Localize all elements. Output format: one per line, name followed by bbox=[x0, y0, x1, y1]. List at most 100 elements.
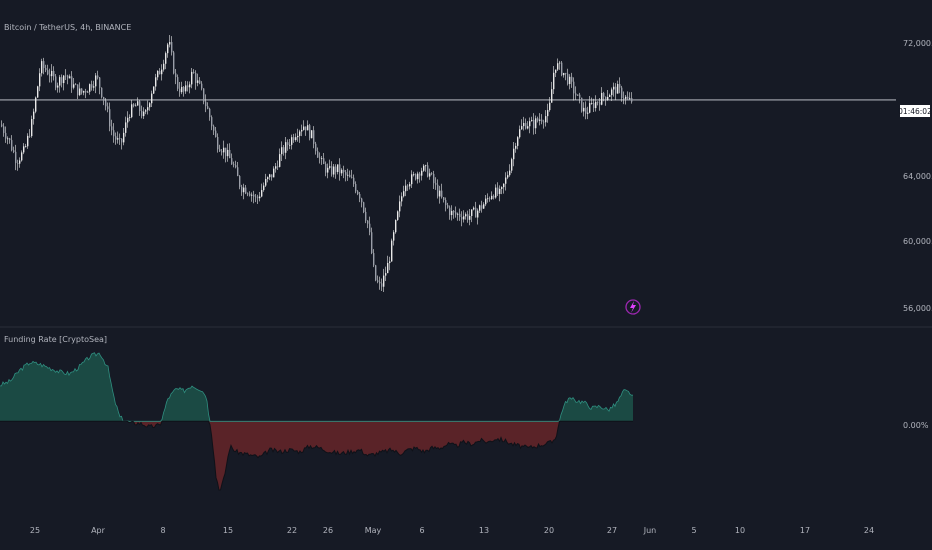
candle-body bbox=[261, 190, 263, 197]
candle-body bbox=[217, 136, 219, 150]
candle-body bbox=[23, 146, 25, 153]
candle-body bbox=[201, 83, 203, 89]
candle-body bbox=[51, 70, 53, 77]
candle-body bbox=[465, 214, 467, 217]
candle-body bbox=[567, 73, 569, 85]
candle-body bbox=[281, 147, 283, 155]
candle-body bbox=[135, 105, 137, 107]
time-label: 6 bbox=[419, 526, 424, 535]
candle-body bbox=[573, 81, 575, 94]
candle-body bbox=[359, 193, 361, 199]
candle-body bbox=[105, 100, 107, 107]
candle-body bbox=[233, 164, 235, 166]
candle-body bbox=[453, 210, 455, 213]
candle-body bbox=[83, 91, 85, 93]
candle-body bbox=[15, 151, 17, 164]
price-label-72000: 72,000.00 bbox=[903, 39, 932, 48]
candle-body bbox=[581, 97, 583, 112]
candle-body bbox=[249, 193, 251, 196]
candle-body bbox=[429, 173, 431, 177]
candle-body bbox=[253, 194, 255, 197]
candle-body bbox=[3, 126, 5, 133]
candle-body bbox=[503, 183, 505, 188]
price-axis[interactable]: 72,000.00 64,000.00 60,000.00 56,000.00 … bbox=[898, 39, 932, 313]
candle-body bbox=[171, 42, 173, 53]
candle-body bbox=[611, 89, 613, 96]
candle-body bbox=[617, 84, 619, 94]
price-label-60000: 60,000.00 bbox=[903, 237, 932, 246]
candle-body bbox=[33, 111, 35, 120]
candle-body bbox=[81, 88, 83, 93]
candle-body bbox=[527, 126, 529, 129]
candle-body bbox=[137, 101, 139, 106]
candle-body bbox=[37, 86, 39, 98]
candle-body bbox=[27, 135, 29, 147]
candle-body bbox=[85, 91, 87, 93]
candle-body bbox=[325, 163, 327, 173]
candle-body bbox=[129, 117, 131, 118]
candle-body bbox=[271, 174, 273, 178]
candle-body bbox=[73, 84, 75, 88]
event-marker-ring bbox=[625, 299, 641, 315]
candle-body bbox=[481, 205, 483, 209]
candle-body bbox=[39, 73, 41, 87]
candle-body bbox=[115, 136, 117, 140]
price-label-56000: 56,000.00 bbox=[903, 304, 932, 313]
candle-body bbox=[585, 107, 587, 114]
candle-body bbox=[369, 223, 371, 233]
time-axis[interactable]: 25 Apr 8 15 22 26 May 6 13 20 27 Jun 5 1… bbox=[30, 526, 874, 535]
candle-body bbox=[289, 144, 291, 146]
candle-body bbox=[79, 88, 81, 96]
candle-body bbox=[211, 117, 213, 127]
candle-body bbox=[295, 137, 297, 141]
candle-body bbox=[153, 86, 155, 94]
candle-body bbox=[69, 76, 71, 79]
candle-body bbox=[89, 84, 91, 92]
candle-body bbox=[143, 111, 145, 117]
time-label: 10 bbox=[735, 526, 745, 535]
candle-body bbox=[505, 177, 507, 184]
candle-body bbox=[231, 158, 233, 165]
candle-body bbox=[629, 98, 631, 99]
candle-body bbox=[145, 110, 147, 112]
candle-body bbox=[433, 173, 435, 184]
candle-body bbox=[441, 190, 443, 198]
candle-body bbox=[401, 196, 403, 202]
candle-body bbox=[389, 261, 391, 264]
candle-body bbox=[373, 253, 375, 266]
price-pane[interactable] bbox=[0, 35, 896, 315]
candle-body bbox=[449, 207, 451, 216]
candle-body bbox=[365, 211, 367, 221]
candle-body bbox=[557, 63, 559, 70]
event-marker[interactable] bbox=[625, 299, 641, 315]
candle-body bbox=[451, 210, 453, 216]
candle-body bbox=[587, 112, 589, 114]
candle-body bbox=[627, 96, 629, 99]
candle-body bbox=[225, 147, 227, 157]
candle-body bbox=[139, 101, 141, 112]
candle-body bbox=[607, 96, 609, 100]
candle-body bbox=[43, 61, 45, 69]
candle-body bbox=[589, 103, 591, 113]
candle-body bbox=[495, 187, 497, 198]
candle-body bbox=[91, 84, 93, 88]
candle-body bbox=[547, 110, 549, 117]
candle-body bbox=[479, 205, 481, 211]
candle-body bbox=[319, 157, 321, 159]
indicator-pane[interactable]: Funding Rate [CryptoSea] 0.00% bbox=[0, 335, 929, 491]
candle-body bbox=[431, 173, 433, 175]
candle-body bbox=[53, 70, 55, 77]
candle-body bbox=[275, 166, 277, 169]
candle-body bbox=[75, 84, 77, 86]
candle-body bbox=[155, 77, 157, 87]
candle-body bbox=[399, 201, 401, 212]
time-label: 17 bbox=[800, 526, 810, 535]
candle-body bbox=[7, 138, 9, 140]
candle-body bbox=[29, 135, 31, 137]
funding-negative-line bbox=[0, 420, 633, 491]
candle-body bbox=[119, 138, 121, 139]
candle-body bbox=[269, 174, 271, 178]
candle-body bbox=[427, 165, 429, 177]
